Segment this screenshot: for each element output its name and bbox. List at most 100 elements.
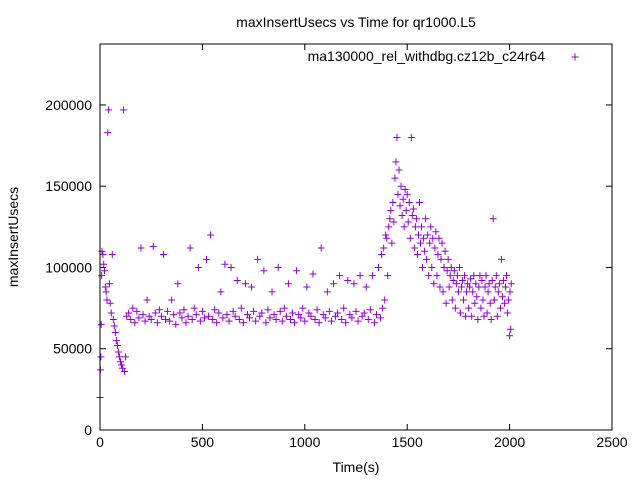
data-point [115,353,123,361]
data-point [213,319,221,327]
data-point [262,319,270,327]
data-point [378,250,386,258]
data-point [291,319,299,327]
y-tick-label: 150000 [45,178,92,194]
data-point [375,263,383,271]
data-point [114,348,122,356]
data-point [486,299,494,307]
data-point [268,288,276,296]
data-point [209,315,217,323]
data-point [252,317,260,325]
data-point [172,320,180,328]
data-point [315,319,323,327]
data-point [368,272,376,280]
data-point [444,255,452,263]
data-point [105,106,113,114]
data-point [400,223,408,231]
data-point [426,239,434,247]
data-point [109,315,117,323]
x-tick-label: 0 [96,434,104,450]
data-point [405,198,413,206]
data-point [383,234,391,242]
data-point [439,288,447,296]
y-axis-label: maxInsertUsecs [5,187,21,287]
data-point [448,296,456,304]
data-point [309,270,317,278]
data-point [463,288,471,296]
data-point [507,325,515,333]
data-point [366,306,374,314]
data-point [481,283,489,291]
data-point [465,304,473,312]
data-point [446,272,454,280]
data-point [495,280,503,288]
data-point [435,234,443,242]
data-point [342,319,350,327]
data-point [116,358,124,366]
data-point [407,133,415,141]
data-point [399,195,407,203]
data-point [449,276,457,284]
data-point [301,317,309,325]
legend-label: ma130000_rel_withdbg.cz12b_c24r64 [308,48,546,64]
data-point [389,198,397,206]
data-point [184,312,192,320]
data-point [506,288,514,296]
scatter-points [96,106,515,401]
data-point [205,312,213,320]
data-point [338,315,346,323]
data-point [118,361,126,369]
data-point [97,320,105,328]
data-point [408,211,416,219]
data-point [153,319,161,327]
data-point [431,244,439,252]
plot-frame [99,43,613,431]
data-point [386,215,394,223]
data-point [323,288,331,296]
data-point [395,166,403,174]
x-tick-label: 2000 [494,434,525,450]
data-point [458,276,466,284]
data-point [479,296,487,304]
data-point [381,296,389,304]
data-point [112,337,120,345]
data-point [139,311,147,319]
data-point [372,311,380,319]
data-point [174,280,182,288]
data-point [364,315,372,323]
data-point [362,283,370,291]
data-point [188,315,196,323]
data-point [125,309,133,317]
y-tick-label: 50000 [53,341,92,357]
data-point [447,263,455,271]
data-point [229,307,237,315]
data-point [340,304,348,312]
data-point [155,306,163,314]
data-point [248,283,256,291]
data-point [111,328,119,336]
data-point [235,315,243,323]
data-point [344,276,352,284]
data-point [480,312,488,320]
data-point [280,304,288,312]
data-point [402,207,410,215]
data-point [492,272,500,280]
data-point [507,280,515,288]
chart-title: maxInsertUsecs vs Time for qr1000.L5 [236,14,476,30]
data-point [434,250,442,258]
x-axis-ticks: 0 500 1000 1500 2000 2500 [96,44,628,450]
data-point [182,319,190,327]
data-point [151,309,159,317]
data-point [393,133,401,141]
y-axis-ticks: 0 50000 100000 150000 200000 [45,97,612,438]
data-point [494,288,502,296]
data-point [388,239,396,247]
data-point [497,255,505,263]
data-point [417,239,425,247]
data-point [162,315,170,323]
data-point [391,174,399,182]
data-point [223,311,231,319]
data-point [329,280,337,288]
data-point [336,272,344,280]
data-point [219,314,227,322]
